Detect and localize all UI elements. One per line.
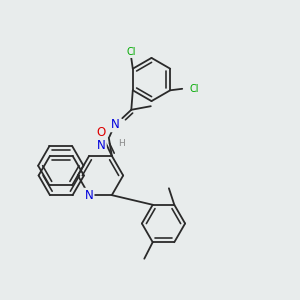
Text: N: N [110, 118, 119, 131]
Text: N: N [85, 189, 94, 202]
Text: H: H [118, 139, 124, 148]
Text: N: N [97, 139, 106, 152]
Text: O: O [97, 126, 106, 139]
Text: Cl: Cl [127, 47, 136, 57]
Text: Cl: Cl [190, 84, 199, 94]
